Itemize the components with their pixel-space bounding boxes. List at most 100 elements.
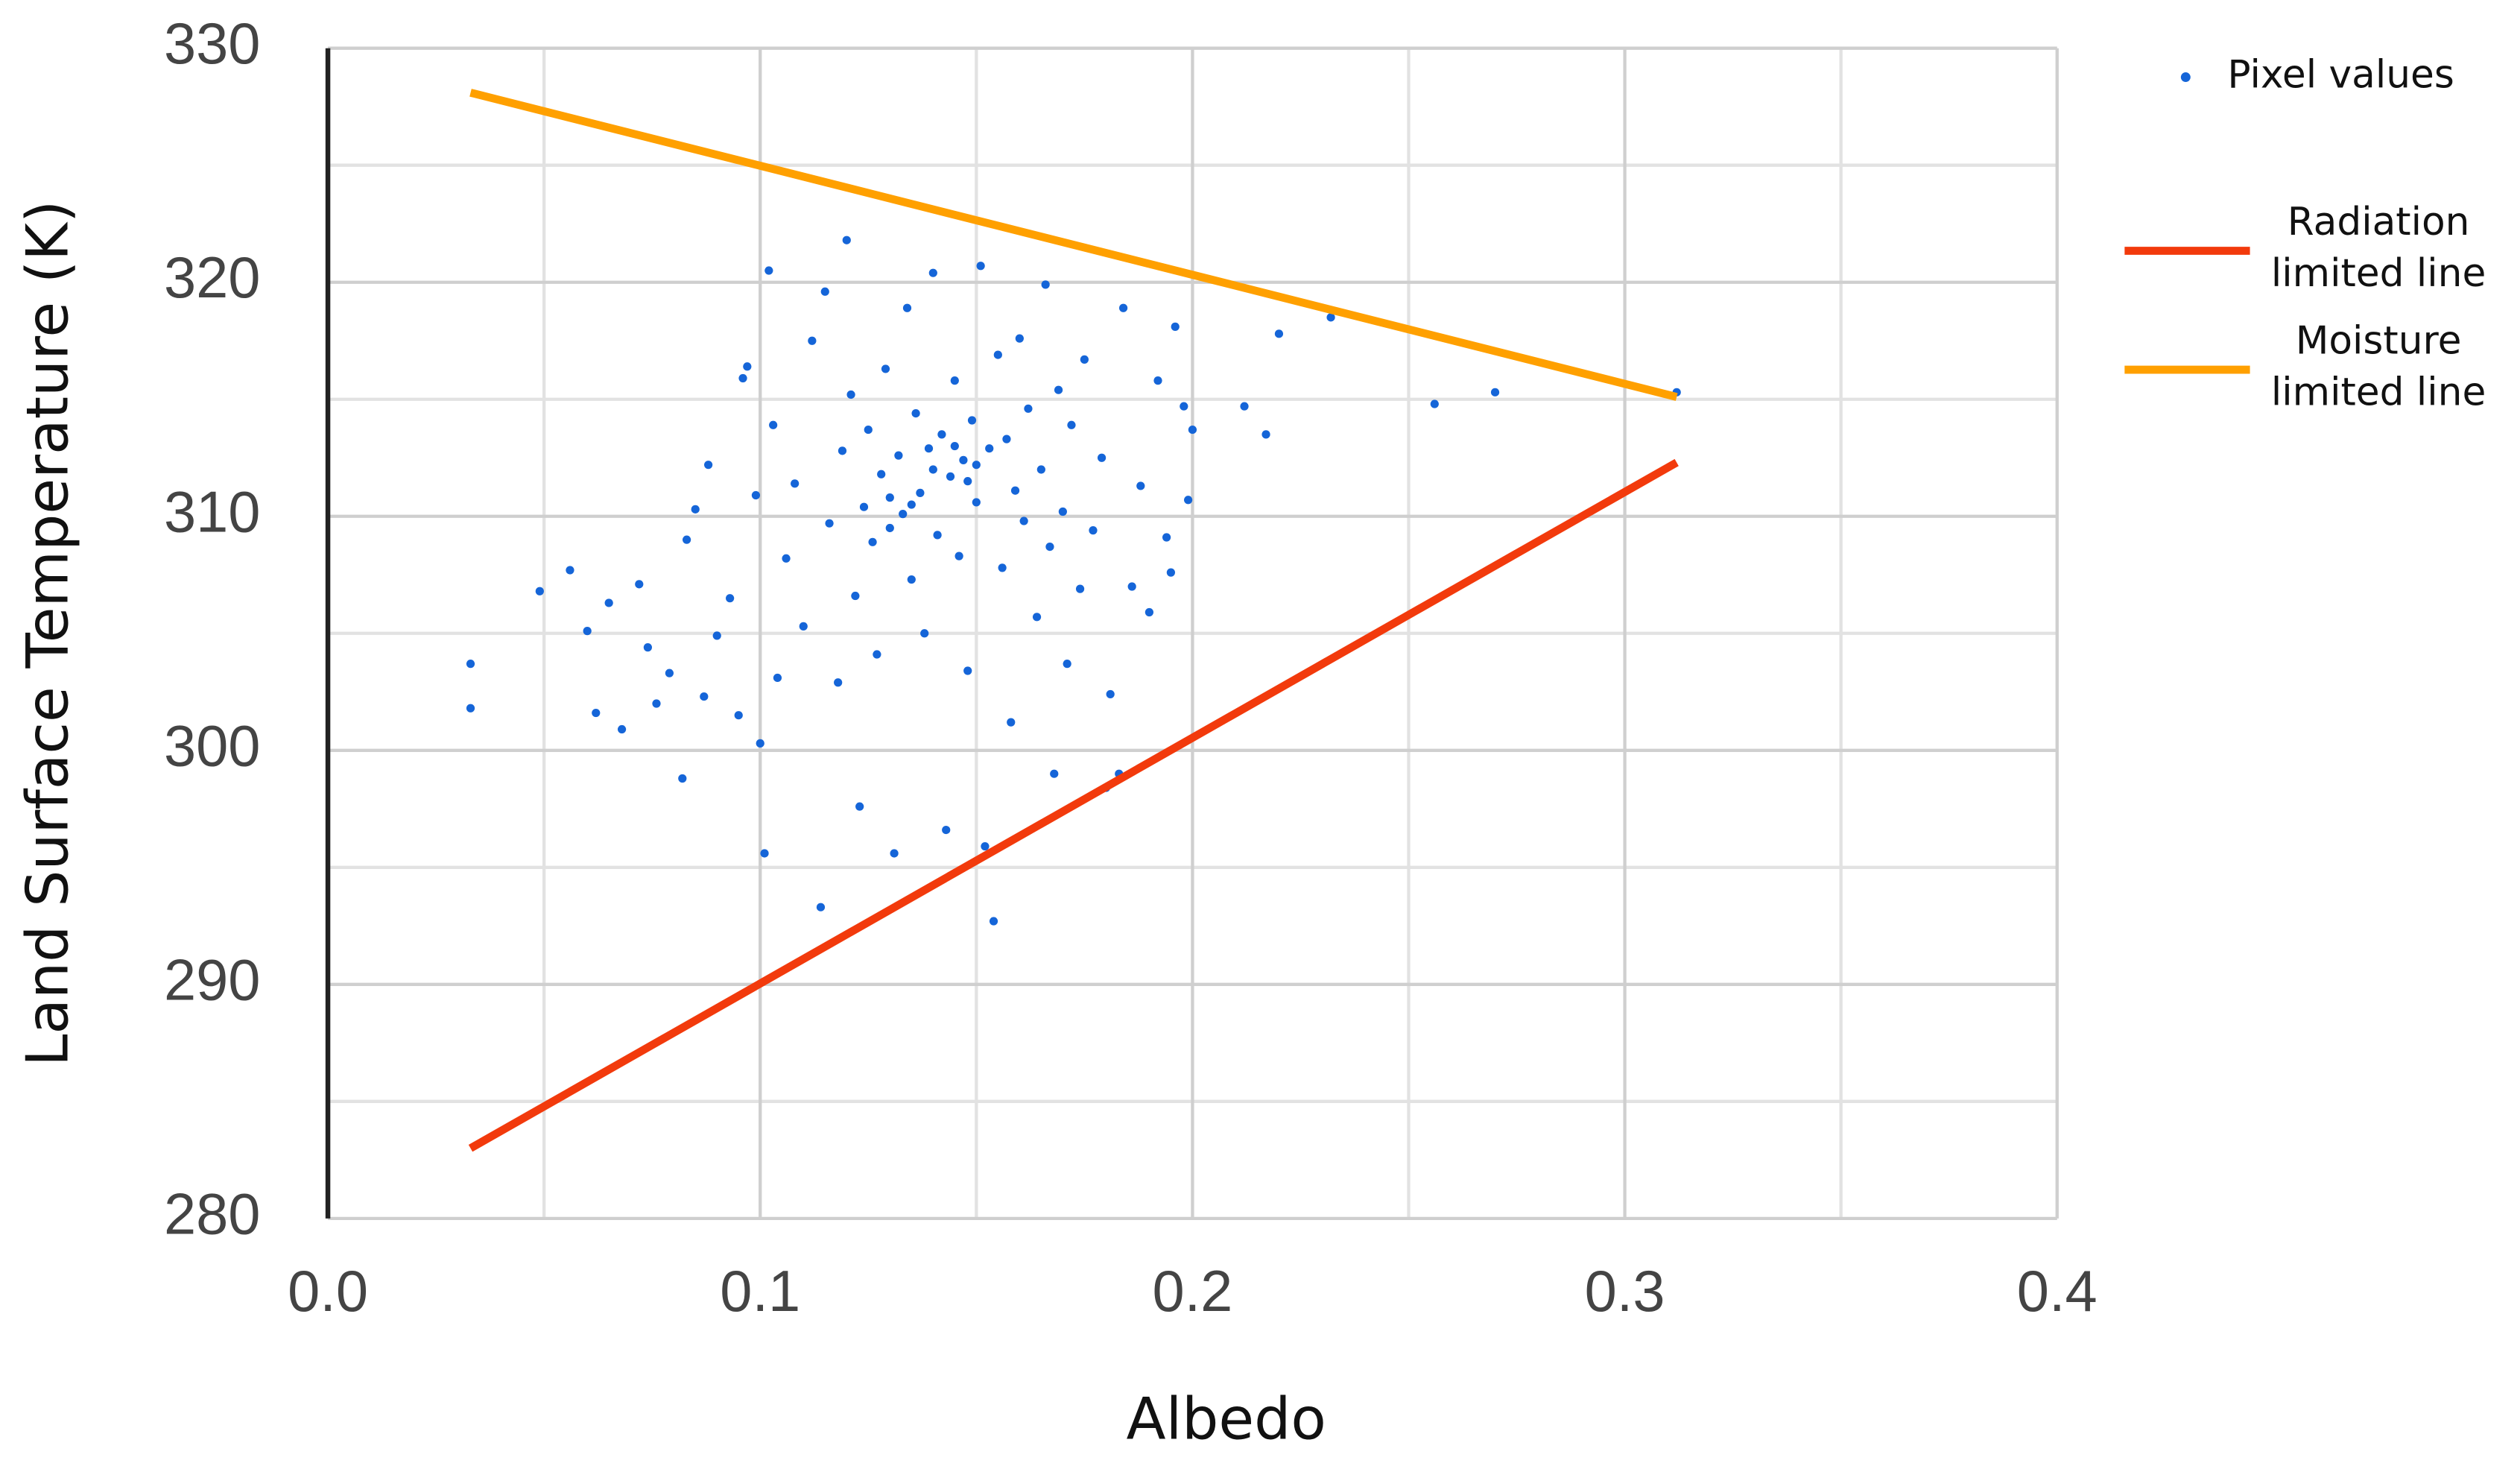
point bbox=[877, 470, 886, 478]
point bbox=[993, 350, 1002, 359]
point bbox=[1063, 659, 1071, 669]
point bbox=[955, 552, 963, 560]
point bbox=[838, 446, 847, 455]
y-tick-label: 330 bbox=[164, 12, 261, 76]
legend-label: Radiation limited line bbox=[2270, 199, 2486, 296]
point bbox=[942, 825, 951, 835]
point bbox=[1490, 388, 1500, 396]
point bbox=[873, 650, 881, 659]
point bbox=[791, 479, 800, 488]
point bbox=[885, 493, 894, 502]
point bbox=[950, 441, 959, 451]
point bbox=[682, 535, 691, 544]
point bbox=[466, 659, 475, 669]
point bbox=[985, 444, 994, 453]
point bbox=[1067, 420, 1076, 429]
y-tick-label: 310 bbox=[164, 480, 261, 544]
point bbox=[989, 917, 998, 926]
point bbox=[1184, 496, 1193, 505]
legend-label: Moisture limited line bbox=[2270, 318, 2486, 415]
point bbox=[976, 262, 985, 271]
point bbox=[911, 408, 920, 418]
point bbox=[959, 455, 968, 465]
point bbox=[1010, 486, 1020, 495]
point bbox=[1097, 453, 1107, 462]
point bbox=[899, 510, 908, 519]
line bbox=[469, 89, 1678, 401]
point bbox=[1041, 280, 1050, 289]
grid bbox=[326, 46, 2059, 1221]
point bbox=[963, 477, 972, 486]
point bbox=[782, 554, 791, 563]
point bbox=[566, 566, 574, 575]
point bbox=[712, 631, 721, 640]
point bbox=[1036, 465, 1045, 474]
point bbox=[1054, 385, 1063, 394]
point bbox=[1075, 584, 1085, 593]
point bbox=[820, 287, 829, 296]
point bbox=[617, 724, 627, 734]
point bbox=[652, 699, 661, 708]
point bbox=[1032, 613, 1042, 622]
y-axis-title: Land Surface Temperature (K) bbox=[15, 200, 82, 1067]
point bbox=[643, 643, 652, 652]
point bbox=[1045, 542, 1054, 552]
point bbox=[907, 575, 916, 584]
point bbox=[1118, 303, 1128, 312]
point bbox=[726, 594, 735, 603]
point bbox=[604, 598, 613, 607]
point bbox=[700, 692, 709, 701]
point bbox=[764, 266, 773, 275]
point bbox=[760, 849, 769, 858]
x-tick-label: 0.4 bbox=[2017, 1260, 2098, 1324]
point bbox=[592, 708, 601, 718]
point bbox=[704, 461, 713, 470]
point bbox=[769, 420, 778, 429]
x-tick-label: 0.1 bbox=[720, 1260, 800, 1324]
point bbox=[1127, 582, 1136, 591]
point bbox=[967, 416, 977, 425]
point bbox=[859, 502, 869, 511]
legend-marker bbox=[2180, 72, 2191, 82]
point bbox=[946, 472, 955, 481]
point bbox=[678, 774, 687, 783]
point bbox=[981, 841, 990, 851]
point bbox=[1274, 329, 1284, 338]
point bbox=[1145, 607, 1154, 617]
point bbox=[1050, 769, 1059, 778]
point bbox=[890, 849, 899, 858]
point bbox=[1162, 533, 1171, 542]
point bbox=[1261, 430, 1270, 439]
point bbox=[1089, 525, 1098, 535]
point bbox=[825, 519, 834, 528]
x-tick-label: 0.2 bbox=[1152, 1260, 1232, 1324]
y-tick-label: 300 bbox=[164, 714, 261, 778]
point bbox=[842, 236, 851, 244]
point bbox=[1106, 689, 1115, 699]
point bbox=[924, 444, 934, 453]
legend-label-box: Moisture limited line bbox=[2270, 318, 2486, 415]
point bbox=[902, 303, 912, 312]
point bbox=[1058, 507, 1067, 516]
point bbox=[1007, 718, 1016, 727]
point bbox=[734, 711, 743, 720]
point bbox=[868, 537, 877, 546]
x-tick-label: 0.0 bbox=[288, 1260, 368, 1324]
point bbox=[738, 373, 747, 383]
point bbox=[1015, 334, 1024, 343]
point bbox=[751, 490, 761, 500]
point bbox=[916, 488, 925, 497]
point bbox=[846, 390, 855, 399]
point bbox=[972, 498, 981, 507]
point bbox=[799, 622, 808, 631]
x-axis-title: Albedo bbox=[1126, 1386, 1326, 1453]
point bbox=[834, 678, 843, 687]
point bbox=[928, 465, 937, 474]
point bbox=[950, 376, 959, 385]
point bbox=[864, 425, 873, 435]
point bbox=[635, 580, 644, 589]
point bbox=[894, 451, 903, 460]
point bbox=[1240, 402, 1249, 411]
